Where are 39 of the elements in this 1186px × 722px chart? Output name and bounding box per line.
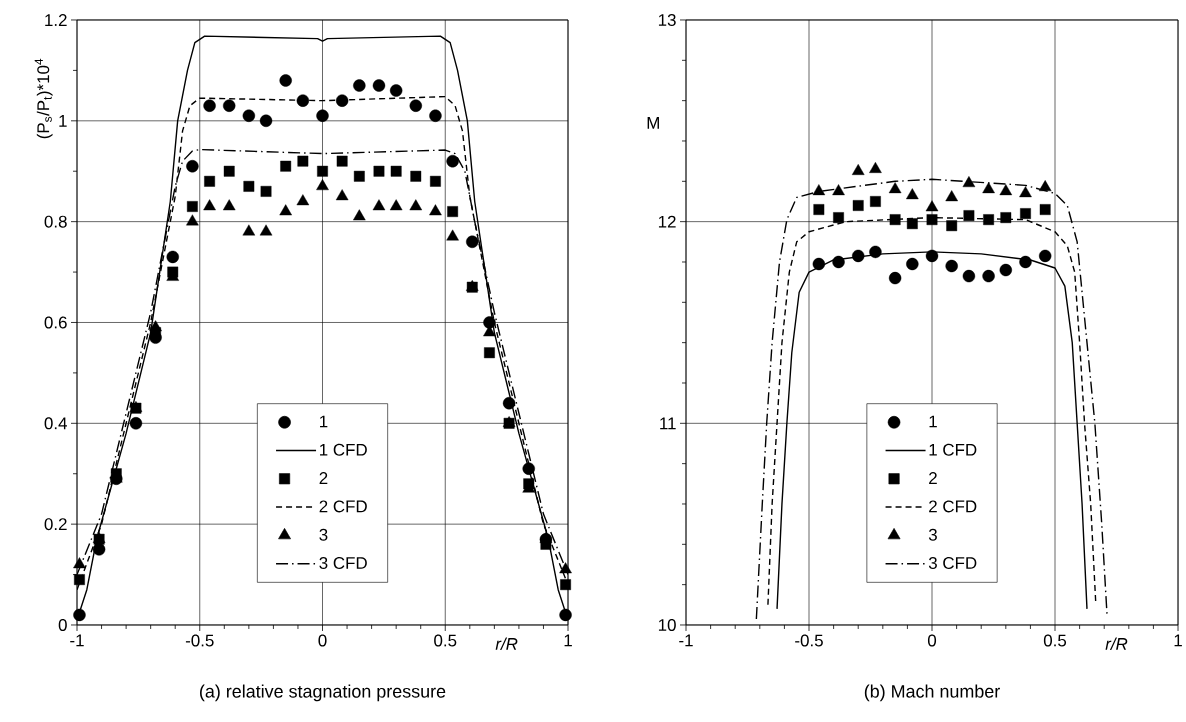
x-axis-title: r/R [1105,637,1128,650]
legend-label: 3 [928,528,937,541]
y-tick-label: 13 [658,13,676,26]
y-tick-label: 10 [658,618,676,631]
legend-label: 3 CFD [928,557,977,570]
x-axis-title: r/R [495,637,518,650]
y-tick-label: 0.8 [44,215,67,228]
y-tick-label: 12 [658,215,676,228]
y-tick-label: 1.2 [45,14,67,26]
x-tick-label: 0 [927,634,937,647]
legend-label: 2 [319,472,328,484]
legend-label: 3 [319,528,328,541]
x-tick-label: -0.5 [185,634,214,647]
y-tick-label: 11 [660,417,676,430]
x-tick-label: -1 [679,634,693,647]
legend-label: 2 [929,472,937,484]
y-axis-title: M [647,117,659,129]
x-tick-label: 0.5 [1043,634,1067,647]
y-axis-title: (P$_{s}$/P$_{t}$)*10$^{4}$ [34,58,53,139]
legend-label: 1 [929,415,937,428]
y-tick-label: 0.2 [44,518,67,531]
y-tick-label: 1 [59,114,67,127]
text: (b) Mach number [864,684,1000,702]
y-tick-label: 0.6 [44,316,67,329]
y-tick-label: 0.4 [44,417,67,430]
x-tick-label: -1 [70,634,84,647]
legend-label: 1 [320,415,328,428]
x-tick-label: 1 [564,634,572,647]
text: (a) relative stagnation pressure [200,684,446,702]
legend-label: 1 CFD [320,443,367,456]
legend-label: 2 CFD [929,500,977,513]
x-tick-label: 0 [318,634,327,647]
legend-label: 2 CFD [319,500,367,513]
legend-label: 1 CFD [929,443,977,456]
legend-label: 3 CFD [319,557,367,570]
y-tick-label: 0 [58,618,67,631]
x-tick-label: -0.5 [795,634,823,647]
x-tick-label: 1 [1174,634,1182,647]
x-tick-label: 0.5 [434,634,457,647]
